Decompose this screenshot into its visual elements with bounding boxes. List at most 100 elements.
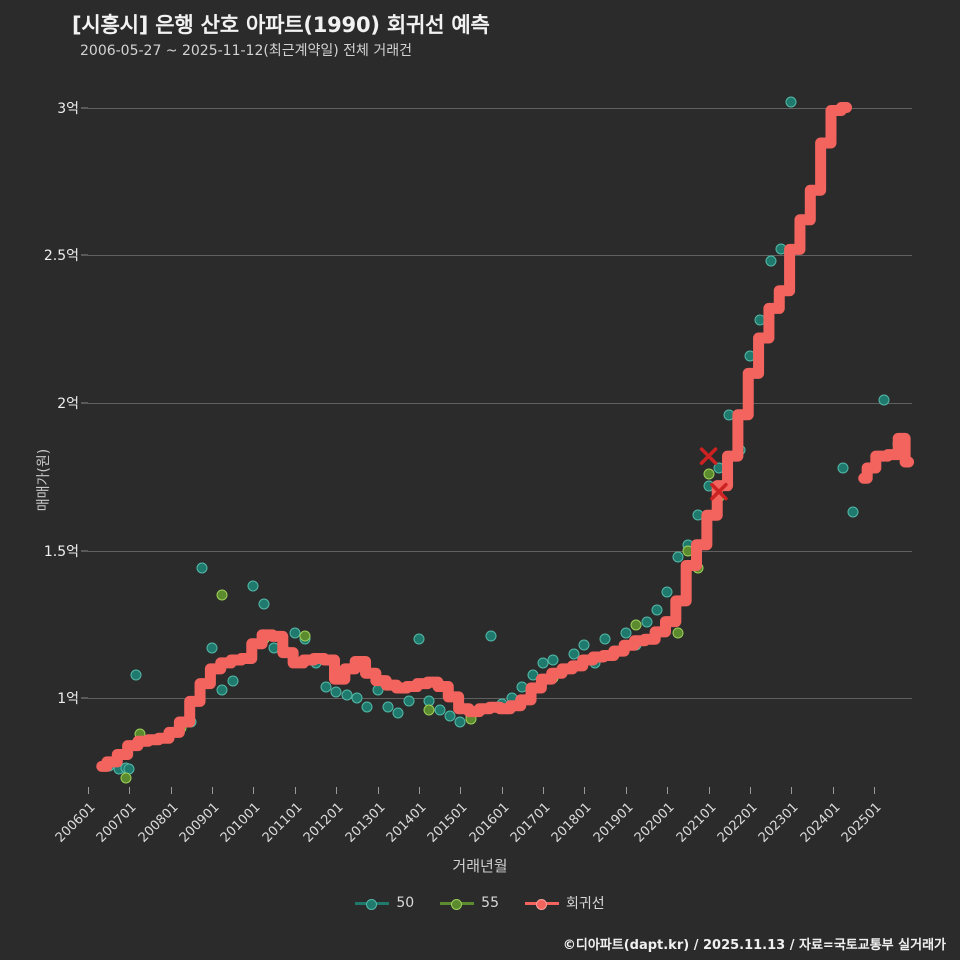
legend-item-회귀선[interactable]: 회귀선 [525, 893, 605, 913]
x-axis-tick [501, 787, 503, 794]
x-axis-tick [460, 787, 462, 794]
scatter-point-50 [620, 627, 632, 639]
scatter-point-50 [878, 394, 890, 406]
y-axis-tick [81, 254, 88, 256]
regression-line [858, 432, 915, 484]
gridline [88, 402, 912, 404]
page-title: [시흥시] 은행 산호 아파트(1990) 회귀선 예측 [72, 13, 490, 37]
cancelled-x-icon [699, 447, 718, 465]
scatter-point-50 [547, 654, 559, 666]
cancelled-marker-layer [699, 447, 728, 501]
legend-label: 50 [396, 895, 415, 911]
x-axis-label: 200901 [177, 800, 223, 846]
x-axis-tick [253, 787, 255, 794]
scatter-point-50 [847, 506, 859, 518]
scatter-point-50 [837, 462, 849, 474]
gridline [88, 107, 912, 109]
scatter-point-50 [413, 633, 425, 645]
x-axis-label: 201601 [466, 800, 513, 846]
x-axis-tick [874, 787, 876, 794]
x-axis-label: 200701 [94, 800, 140, 846]
x-axis-label: 202001 [632, 800, 678, 846]
scatter-point-55 [630, 619, 642, 631]
x-axis-tick [377, 787, 379, 794]
scatter-point-50 [641, 616, 653, 628]
scatter-point-50 [247, 580, 259, 592]
scatter-point-50 [320, 681, 332, 693]
x-axis-label: 201501 [425, 800, 471, 846]
x-axis-label: 202201 [714, 800, 761, 846]
x-axis-tick [708, 787, 710, 794]
scatter-point-50 [258, 598, 270, 610]
scatter-point-50 [351, 692, 363, 704]
y-axis-label: 2.5억 [43, 248, 79, 265]
scatter-point-50 [661, 586, 673, 598]
scatter-point-50 [485, 630, 497, 642]
legend-marker-icon [355, 897, 390, 910]
scatter-point-50 [568, 648, 580, 660]
y-axis-tick [81, 107, 88, 109]
x-axis-tick [625, 787, 627, 794]
scatter-point-50 [651, 604, 663, 616]
x-axis-tick [129, 787, 131, 794]
plot-area: 1억 1.5억 2억 2.5억 3억 200601 200701 200801 200901 2… [44, 78, 915, 846]
x-axis-label: 202101 [673, 800, 720, 846]
x-axis-label: 202401 [797, 800, 844, 846]
scatter-point-50 [130, 669, 142, 681]
gridline [88, 550, 912, 552]
x-axis-tick [791, 787, 793, 794]
y-axis-tick [81, 402, 88, 404]
x-axis-tick [543, 787, 545, 794]
scatter-point-50 [672, 551, 684, 563]
gridline [88, 255, 912, 257]
legend-item-55[interactable]: 55 [440, 895, 499, 911]
x-axis-label: 200601 [52, 800, 99, 846]
y-axis-label: 1억 [57, 691, 79, 708]
scatter-point-50 [785, 96, 797, 108]
cancelled-x-icon [710, 482, 728, 501]
x-axis-tick [832, 787, 834, 794]
y-axis-tick [81, 550, 88, 552]
scatter-point-50 [196, 562, 208, 574]
x-axis-tick [294, 787, 296, 794]
scatter-point-50 [227, 675, 239, 687]
legend-marker-icon [525, 897, 559, 910]
y-axis-label: 3억 [57, 100, 79, 117]
scatter-point-55 [423, 704, 435, 716]
x-axis-tick [336, 787, 338, 794]
legend-label: 회귀선 [566, 896, 605, 912]
x-axis-label: 201701 [507, 800, 554, 846]
scatter-point-50 [599, 633, 611, 645]
x-axis-label: 202501 [838, 800, 885, 846]
x-axis-label: 200801 [135, 800, 182, 846]
x-axis-tick [170, 787, 172, 794]
x-axis-tick [584, 787, 586, 794]
legend: 50 55 회귀선 [0, 893, 960, 913]
scatter-point-50 [361, 701, 373, 713]
scatter-point-50 [578, 639, 590, 651]
x-axis-label: 201401 [383, 800, 430, 846]
scatter-point-50 [765, 255, 777, 267]
x-axis-label: 201301 [342, 800, 389, 846]
scatter-point-55 [703, 468, 715, 480]
x-axis-tick [88, 787, 89, 794]
scatter-point-50 [444, 710, 456, 722]
x-axis-tick [418, 787, 420, 794]
x-axis-label: 202301 [756, 800, 802, 846]
x-axis-title: 거래년월 [452, 857, 508, 875]
scatter-point-55 [216, 589, 228, 601]
x-axis-label: 201201 [301, 800, 347, 846]
legend-label: 55 [481, 895, 499, 911]
x-axis-tick [749, 787, 751, 794]
y-axis-title: 매매가(원) [36, 448, 53, 512]
y-axis-label: 1.5억 [43, 543, 79, 560]
legend-marker-icon [440, 897, 475, 910]
scatter-point-50 [392, 707, 404, 719]
x-axis-label: 201101 [259, 800, 306, 846]
y-axis-label: 2억 [57, 395, 79, 412]
scatter-point-50 [216, 684, 228, 695]
legend-item-50[interactable]: 50 [355, 895, 414, 911]
scatter-point-50 [527, 669, 539, 681]
x-axis-label: 201801 [549, 800, 596, 846]
